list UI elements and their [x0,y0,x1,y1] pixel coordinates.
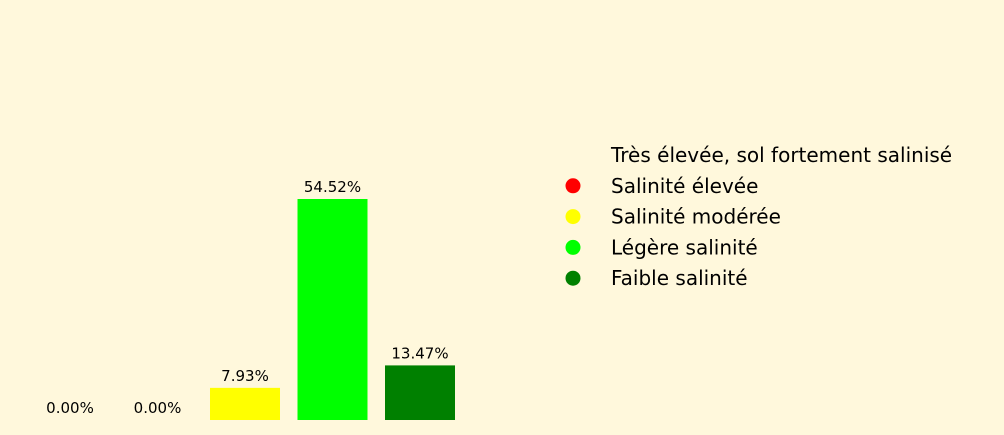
bar-labels-group: 0.00% 0.00% 7.93% 54.52% 13.47% [46,178,448,417]
bar-data-label-3: 7.93% [221,367,269,385]
legend-marker-2 [565,178,581,194]
bars-group [210,199,455,420]
legend-marker-5 [565,270,581,286]
bar-data-label-2: 0.00% [134,399,182,417]
legend: Très élevée, sol fortement salinisé Salin… [565,143,952,290]
legend-label-1: Très élevée, sol fortement salinisé [610,143,952,167]
legend-label-2: Salinité élevée [611,174,758,198]
legend-marker-3 [565,209,581,225]
bar-4 [297,199,368,420]
bar-data-label-1: 0.00% [46,399,94,417]
legend-label-3: Salinité modérée [611,205,781,229]
legend-marker-4 [565,239,581,255]
bar-5 [385,365,455,420]
legend-label-5: Faible salinité [611,266,748,290]
bar-data-label-5: 13.47% [391,344,448,362]
bar-3 [210,387,280,420]
bar-data-label-4: 54.52% [304,178,361,196]
legend-label-4: Légère salinité [611,235,758,259]
